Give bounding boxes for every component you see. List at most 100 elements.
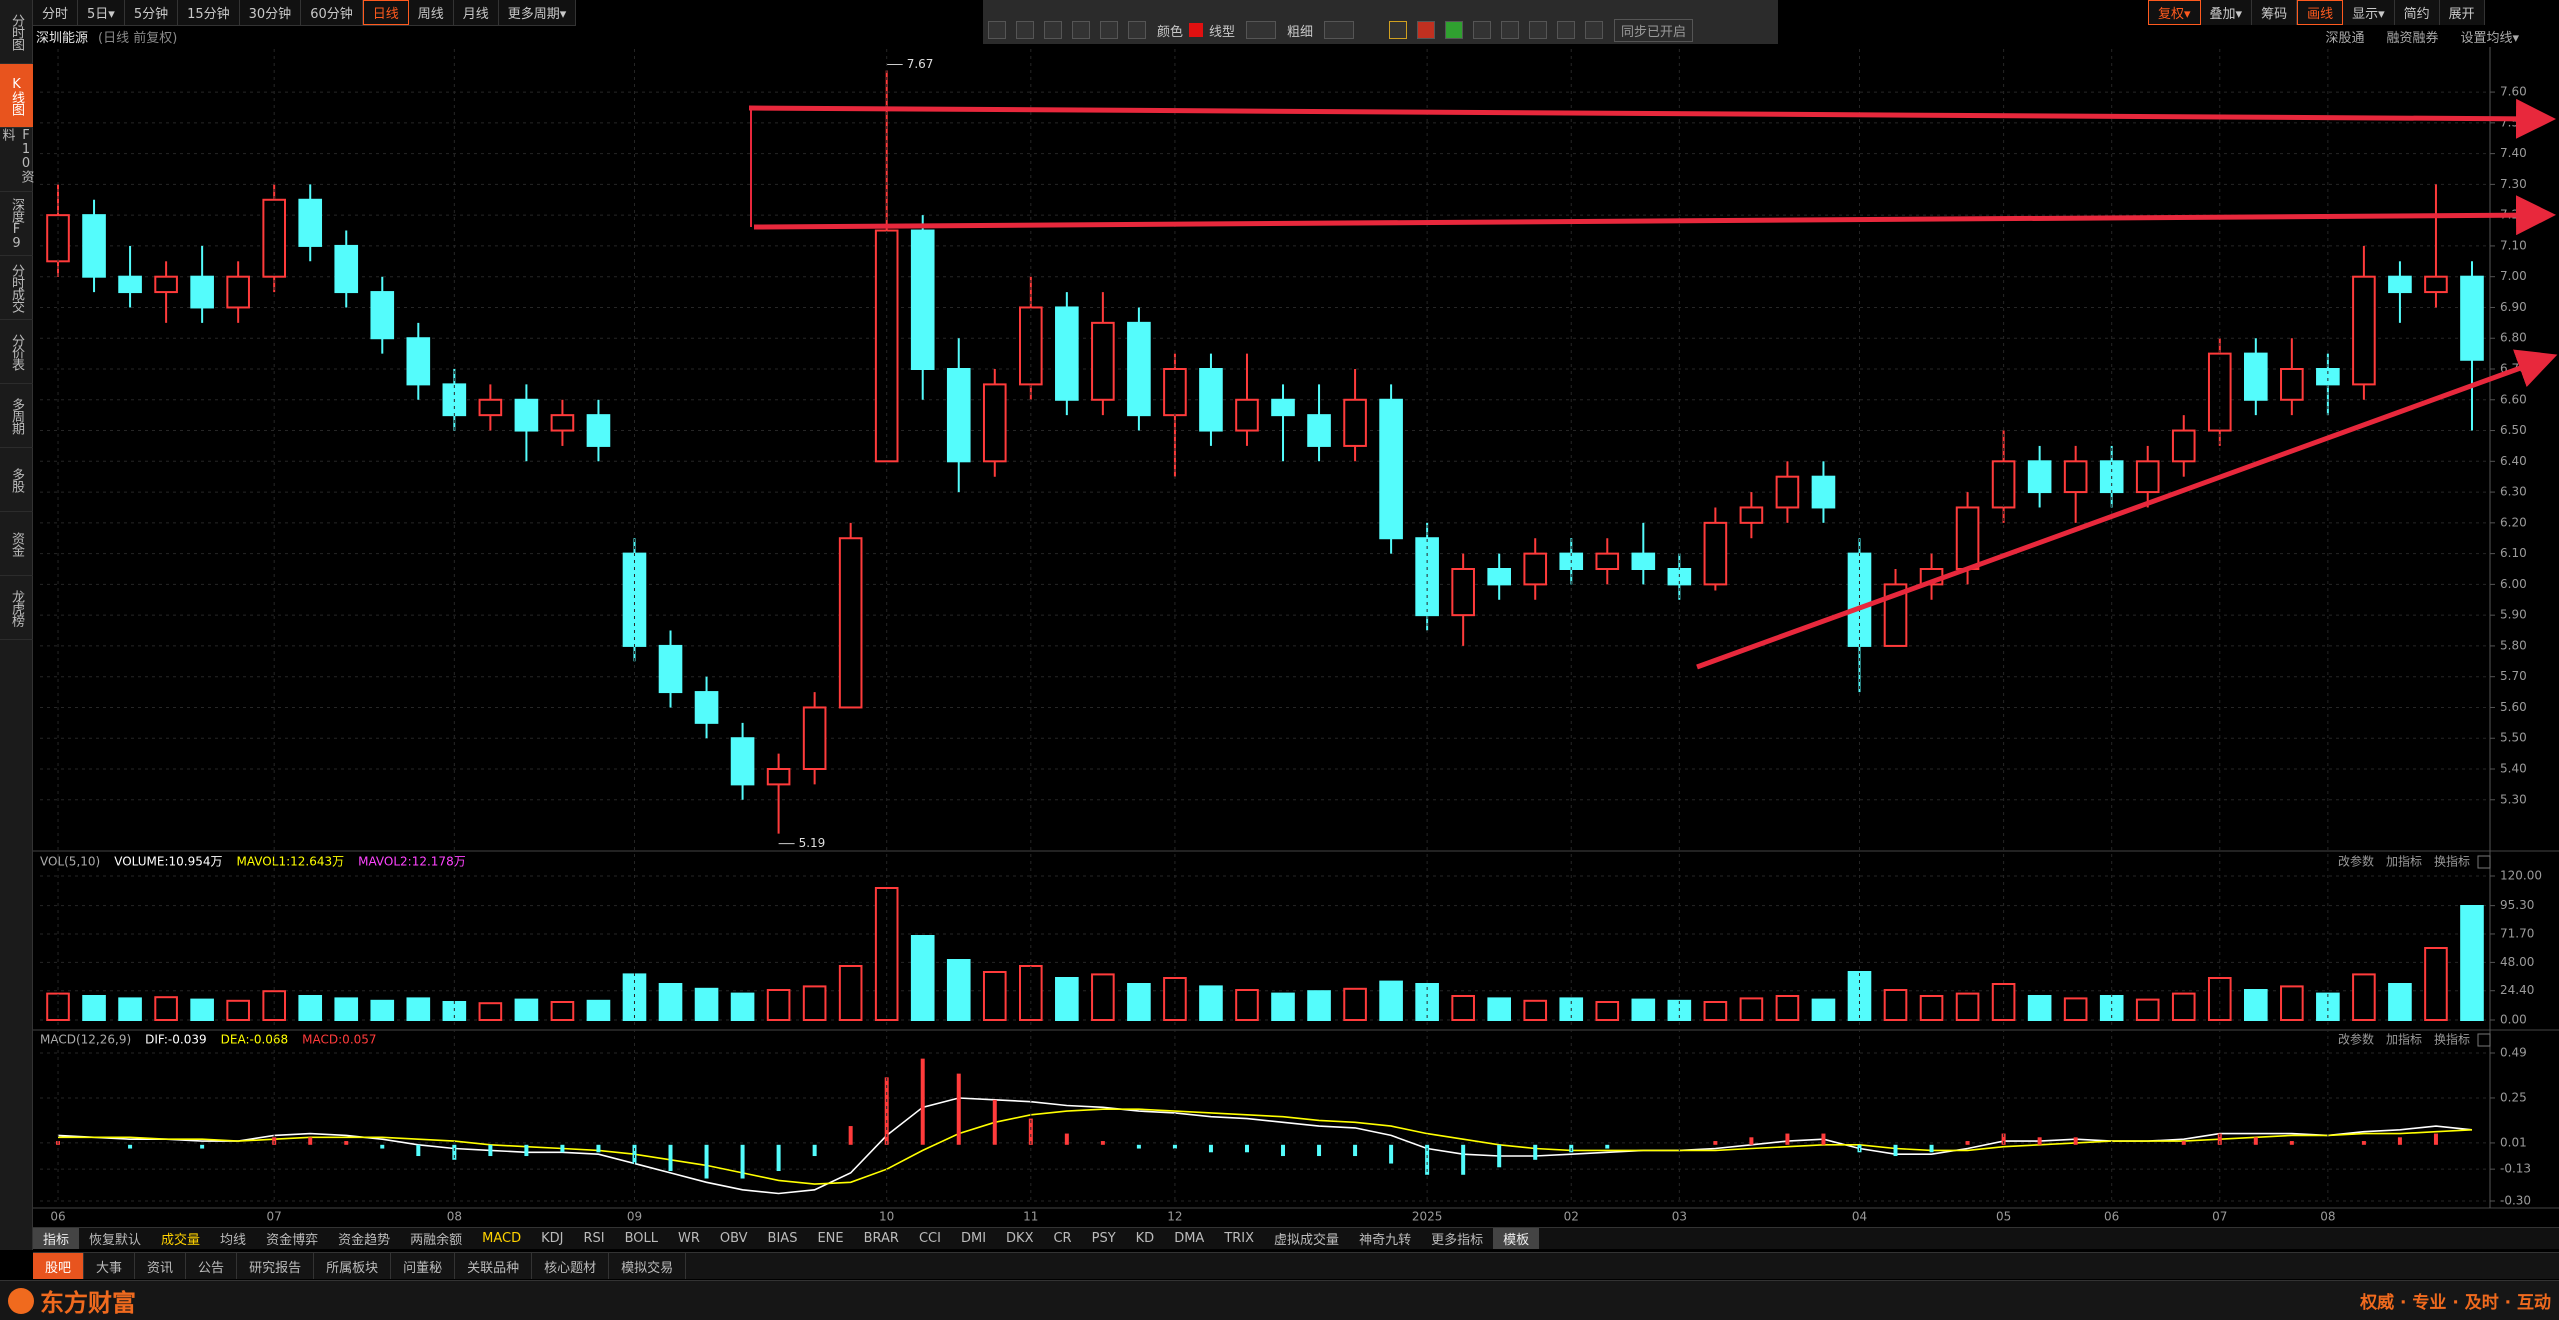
tool-icon[interactable]	[988, 21, 1006, 39]
panel-tool[interactable]: 加指标	[2386, 854, 2422, 869]
bottom-tab[interactable]: 所属板块	[314, 1253, 392, 1279]
tool-icon[interactable]	[1128, 21, 1146, 39]
period-button[interactable]: 日线	[362, 0, 409, 25]
indicator-tab[interactable]: 指标	[33, 1228, 80, 1249]
volume-bar	[2388, 983, 2412, 1021]
indicator-tab[interactable]: KD	[1135, 1231, 1155, 1246]
tool-label[interactable]: 线型	[1209, 24, 1236, 40]
tool-icon[interactable]	[1016, 21, 1034, 39]
bottom-tab[interactable]: 资讯	[135, 1253, 187, 1279]
volume-bar	[370, 999, 395, 1021]
panel-tool[interactable]: 改参数	[2338, 854, 2374, 869]
tool-icon[interactable]	[1445, 21, 1464, 39]
sidebar-item[interactable]: 资金	[0, 512, 33, 576]
period-button[interactable]: 更多周期▾	[499, 0, 577, 25]
sidebar-item[interactable]: F10资料	[0, 128, 34, 192]
color-swatch[interactable]	[1189, 23, 1204, 37]
sidebar-item[interactable]: 多股	[0, 448, 33, 512]
indicator-tab[interactable]: BRAR	[863, 1231, 899, 1246]
tool-icon[interactable]	[1389, 21, 1408, 39]
indicator-tab[interactable]: BIAS	[767, 1231, 798, 1246]
toolbar-button[interactable]: 画线	[2297, 0, 2344, 25]
indicator-tab[interactable]: ENE	[817, 1231, 844, 1246]
period-button[interactable]: 15分钟	[178, 0, 240, 25]
y-tick-label: 6.50	[2500, 423, 2527, 437]
bottom-tab[interactable]: 核心题材	[532, 1253, 610, 1279]
bottom-tab[interactable]: 模拟交易	[609, 1253, 687, 1279]
stock-link[interactable]: 深股通	[2325, 30, 2365, 46]
tool-icon[interactable]	[1100, 21, 1118, 39]
indicator-tab[interactable]: 资金博弈	[266, 1233, 319, 1248]
bottom-tab[interactable]: 关联品种	[455, 1253, 533, 1279]
tool-icon[interactable]	[1072, 21, 1090, 39]
tool-icon[interactable]	[1501, 21, 1520, 39]
panel-tool[interactable]: 换指标	[2434, 854, 2470, 869]
indicator-tab[interactable]: CCI	[918, 1231, 941, 1246]
line-width[interactable]	[1324, 21, 1355, 39]
volume-bar	[1163, 977, 1187, 1021]
toolbar-button[interactable]: 叠加▾	[2201, 0, 2253, 25]
sidebar-item[interactable]: 深度F9	[0, 192, 33, 256]
indicator-tab[interactable]: DKX	[1006, 1231, 1034, 1246]
panel-tool[interactable]: 换指标	[2434, 1032, 2470, 1047]
indicator-tab[interactable]: 成交量	[161, 1233, 201, 1248]
bottom-tab[interactable]: 股吧	[33, 1253, 85, 1279]
indicator-tab[interactable]: 资金趋势	[338, 1233, 391, 1248]
indicator-tab[interactable]: DMA	[1174, 1231, 1205, 1246]
toolbar-button[interactable]: 复权▾	[2148, 0, 2201, 25]
toolbar-button[interactable]: 简约	[2395, 0, 2440, 25]
period-button[interactable]: 月线	[454, 0, 499, 25]
tool-icon[interactable]	[1473, 21, 1492, 39]
stock-link[interactable]: 融资融券	[2386, 30, 2439, 46]
indicator-tab[interactable]: MACD	[482, 1231, 522, 1246]
indicator-tab[interactable]: 更多指标	[1431, 1233, 1484, 1248]
bottom-tab[interactable]: 大事	[84, 1253, 136, 1279]
sidebar-item[interactable]: 多周期	[0, 384, 33, 448]
indicator-tab[interactable]: 均线	[220, 1233, 247, 1248]
indicator-tab[interactable]: RSI	[583, 1231, 605, 1246]
tool-icon[interactable]	[1417, 21, 1436, 39]
y-tick-label: -0.13	[2500, 1162, 2531, 1176]
tool-label[interactable]: 粗细	[1287, 24, 1314, 40]
sidebar-item[interactable]: 分时图	[0, 0, 33, 64]
bottom-tab[interactable]: 问董秘	[391, 1253, 456, 1279]
period-button[interactable]: 5分钟	[125, 0, 179, 25]
indicator-tab[interactable]: BOLL	[624, 1231, 658, 1246]
period-button[interactable]: 分时	[33, 0, 79, 25]
panel-tool[interactable]: 改参数	[2338, 1032, 2374, 1047]
bottom-tab[interactable]: 公告	[186, 1253, 238, 1279]
stock-link[interactable]: 设置均线▾	[2460, 30, 2519, 46]
sidebar-item[interactable]: K线图	[0, 64, 33, 128]
indicator-tab[interactable]: 恢复默认	[89, 1233, 142, 1248]
indicator-tab[interactable]: 虚拟成交量	[1274, 1233, 1340, 1248]
indicator-tab[interactable]: 模板	[1493, 1228, 1540, 1249]
period-button[interactable]: 5日▾	[78, 0, 125, 25]
indicator-tab[interactable]: CR	[1053, 1231, 1072, 1246]
indicator-tab[interactable]: OBV	[719, 1231, 748, 1246]
indicator-tab[interactable]: TRIX	[1224, 1231, 1255, 1246]
line-style[interactable]	[1246, 21, 1277, 39]
tool-icon[interactable]	[1557, 21, 1576, 39]
toolbar-button[interactable]: 展开	[2440, 0, 2485, 25]
bottom-tab[interactable]: 研究报告	[237, 1253, 315, 1279]
indicator-tab[interactable]: 两融余额	[410, 1233, 463, 1248]
period-button[interactable]: 60分钟	[301, 0, 363, 25]
indicator-tab[interactable]: DMI	[960, 1231, 987, 1246]
indicator-tab[interactable]: 神奇九转	[1359, 1233, 1412, 1248]
toolbar-button[interactable]: 显示▾	[2343, 0, 2395, 25]
tool-label[interactable]: 颜色	[1157, 24, 1184, 40]
tool-icon[interactable]	[1529, 21, 1548, 39]
indicator-tab[interactable]: PSY	[1091, 1231, 1116, 1246]
indicator-tab[interactable]: WR	[678, 1231, 700, 1246]
tool-icon[interactable]	[1044, 21, 1062, 39]
sync-button[interactable]: 同步已开启	[1614, 18, 1694, 42]
period-button[interactable]: 周线	[409, 0, 454, 25]
tool-icon[interactable]	[1585, 21, 1604, 39]
panel-tool[interactable]: 加指标	[2386, 1032, 2422, 1047]
period-button[interactable]: 30分钟	[240, 0, 302, 25]
sidebar-item[interactable]: 龙虎榜	[0, 576, 33, 640]
toolbar-button[interactable]: 筹码	[2252, 0, 2298, 25]
indicator-tab[interactable]: KDJ	[541, 1231, 564, 1246]
sidebar-item[interactable]: 分价表	[0, 320, 33, 384]
sidebar-item[interactable]: 分时成交	[0, 256, 33, 320]
